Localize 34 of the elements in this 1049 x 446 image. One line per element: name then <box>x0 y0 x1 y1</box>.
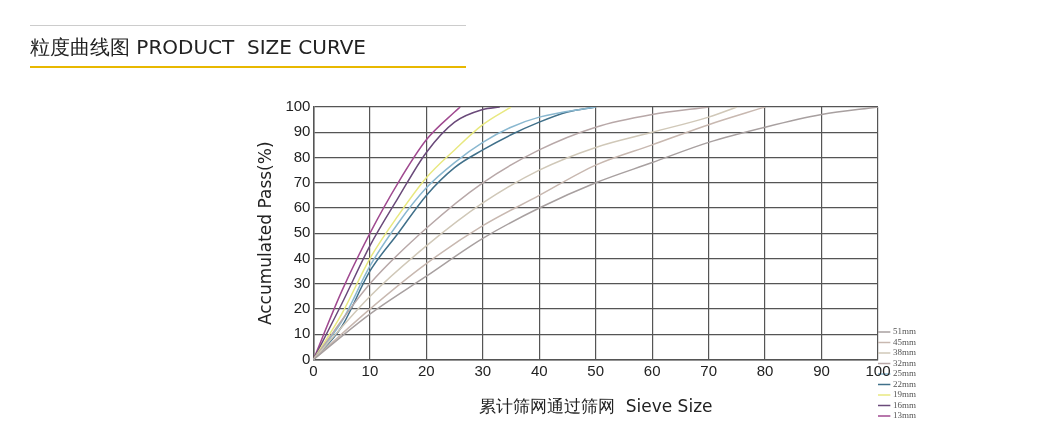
legend-label: 45mm <box>893 336 917 347</box>
y-tick-label: 100 <box>285 97 311 115</box>
x-tick-label: 20 <box>418 361 435 379</box>
y-tick-label: 50 <box>293 223 311 241</box>
line-series <box>313 107 878 360</box>
y-tick-label: 60 <box>293 198 311 216</box>
x-tick-label: 30 <box>474 361 492 379</box>
y-tick-label: 70 <box>293 172 311 190</box>
legend-label: 22mm <box>893 378 917 389</box>
y-tick-label: 20 <box>293 299 311 317</box>
y-tick-label: 40 <box>293 248 311 266</box>
x-tick-label: 80 <box>756 361 774 379</box>
x-tick-label: 60 <box>643 361 661 379</box>
x-tick-label: 90 <box>813 361 830 379</box>
y-tick-label: 0 <box>302 349 311 367</box>
y-tick-label: 10 <box>293 324 311 342</box>
legend-label: 19mm <box>893 389 917 400</box>
legend-label: 25mm <box>893 368 917 379</box>
legend-label: 13mm <box>893 410 917 421</box>
x-tick-label: 100 <box>865 361 891 379</box>
legend-label: 16mm <box>893 399 917 410</box>
x-tick-label: 10 <box>361 361 379 379</box>
y-axis-title: Accumulated Pass(%) <box>254 141 275 326</box>
y-tick-label: 90 <box>293 122 311 140</box>
chart-title: 粒度曲线图 PRODUCT SIZE CURVE <box>30 34 367 61</box>
x-tick-label: 50 <box>587 361 605 379</box>
legend-label: 38mm <box>893 347 917 358</box>
x-tick-label: 70 <box>700 361 717 379</box>
x-axis-title: 累计筛网通过筛网 Sieve Size <box>478 396 713 417</box>
legend-label: 51mm <box>893 326 917 337</box>
x-tick-label: 40 <box>530 361 548 379</box>
y-tick-label: 80 <box>293 147 311 165</box>
y-tick-label: 30 <box>293 273 311 291</box>
legend-label: 32mm <box>893 357 917 368</box>
